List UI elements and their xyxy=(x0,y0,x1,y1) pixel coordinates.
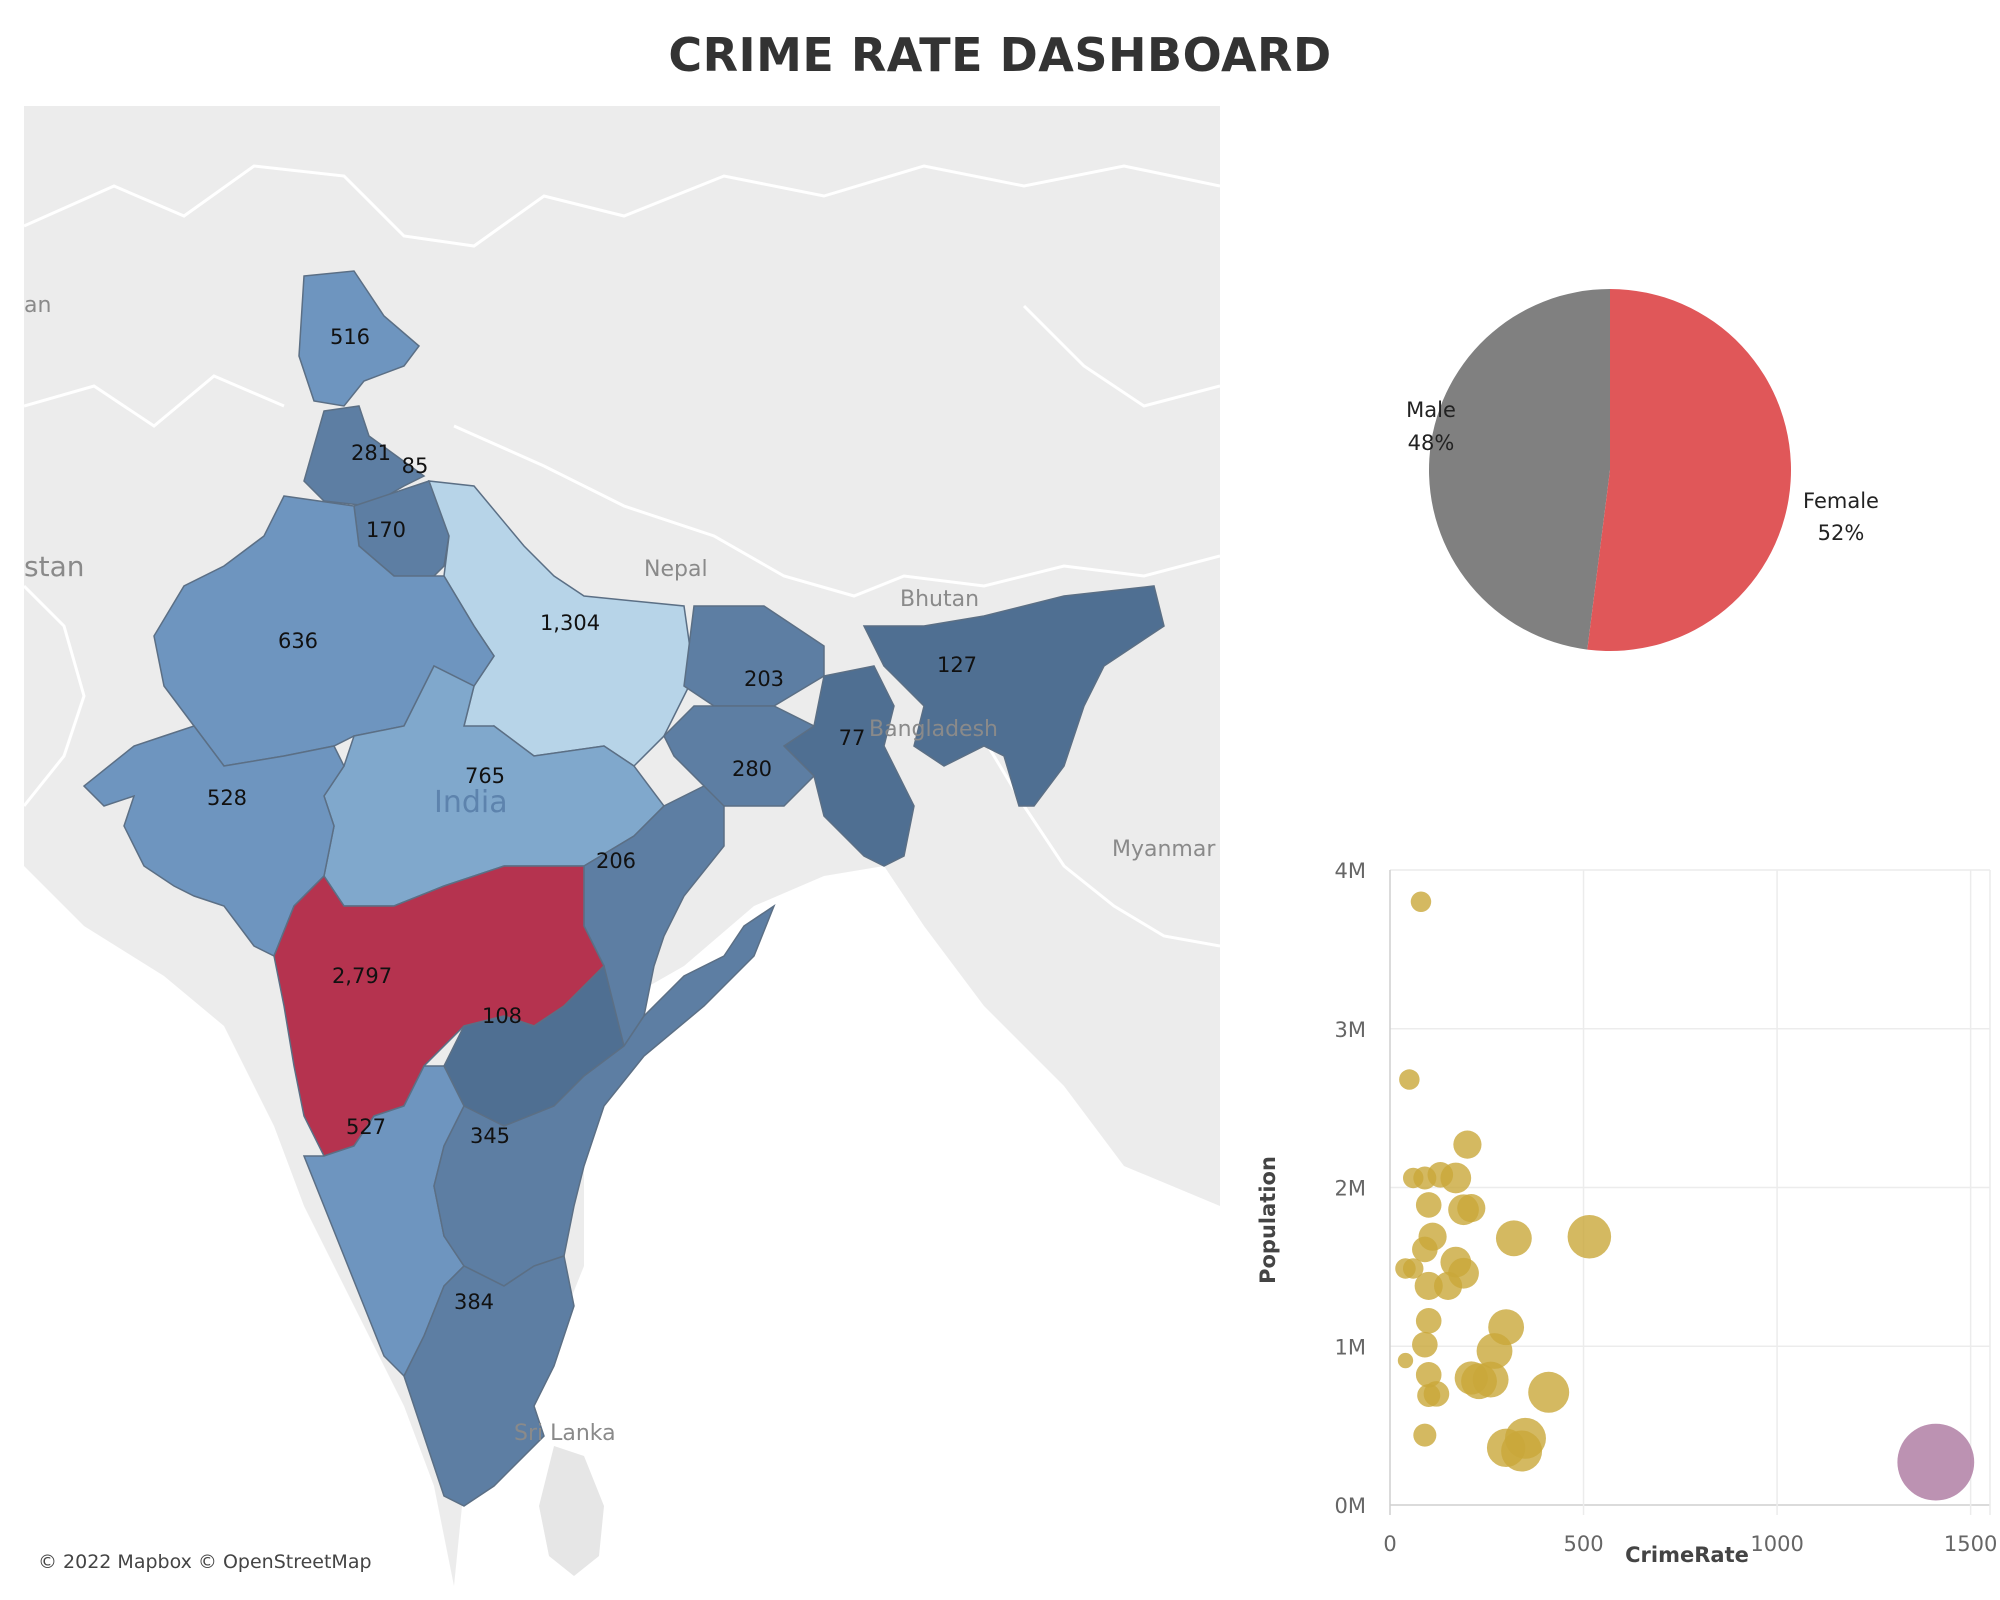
scatter-point[interactable] xyxy=(1397,1352,1414,1369)
border-line xyxy=(1022,304,1220,408)
scatter-point[interactable] xyxy=(1433,1271,1463,1301)
x-tick-label: 1500 xyxy=(1944,1532,1997,1556)
pie-label-male-percent: 48% xyxy=(1408,431,1455,455)
border-line xyxy=(24,374,285,428)
crime-population-scatter[interactable]: 0M 1M 2M 3M 4M 0 500 1000 1500 CrimeRate… xyxy=(1230,840,2000,1580)
scatter-point[interactable] xyxy=(1413,1423,1437,1447)
scatter-point[interactable] xyxy=(1528,1371,1570,1413)
value-label-gujarat: 528 xyxy=(207,786,247,810)
country-label-myanmar: Myanmar xyxy=(1112,837,1216,862)
pie-label-female-name: Female xyxy=(1803,489,1879,513)
state-northeast[interactable] xyxy=(862,585,1165,807)
border-line xyxy=(24,164,1220,248)
scatter-point[interactable] xyxy=(1567,1214,1612,1259)
x-axis-title: CrimeRate xyxy=(1625,1543,1749,1567)
value-label-madhya-pradesh: 765 xyxy=(465,764,505,788)
pie-slices[interactable] xyxy=(1429,289,1791,651)
pie-label-female-percent: 52% xyxy=(1818,521,1865,545)
scatter-point[interactable] xyxy=(1412,1331,1438,1358)
value-label-maharashtra: 2,797 xyxy=(332,964,392,988)
value-label-northeast: 127 xyxy=(937,653,977,677)
scatter-point[interactable] xyxy=(1399,1069,1420,1090)
value-label-telangana: 108 xyxy=(482,1004,522,1028)
country-label-india: India xyxy=(434,785,508,820)
pie-slice-female[interactable] xyxy=(1587,289,1791,651)
y-tick-label: 2M xyxy=(1335,1177,1366,1201)
scatter-point[interactable] xyxy=(1415,1308,1442,1334)
scatter-point[interactable] xyxy=(1495,1220,1532,1257)
state-jammu-kashmir[interactable] xyxy=(298,270,421,407)
scatter-point[interactable] xyxy=(1415,1192,1442,1218)
arabian-sea xyxy=(24,866,454,1586)
state-gujarat[interactable] xyxy=(82,725,345,958)
scatter-point[interactable] xyxy=(1440,1162,1472,1194)
y-tick-label: 3M xyxy=(1335,1018,1366,1042)
scatter-grid xyxy=(1389,869,1991,1515)
scatter-point[interactable] xyxy=(1414,1271,1443,1301)
pie-label-male-name: Male xyxy=(1406,398,1456,422)
y-axis-title: Population xyxy=(1256,1156,1280,1284)
value-label-uttar-pradesh: 1,304 xyxy=(540,611,600,635)
scatter-points[interactable] xyxy=(1395,891,1975,1501)
border-line xyxy=(24,584,86,807)
value-label-jammu-kashmir: 516 xyxy=(330,325,370,349)
country-label-fragment-left: an xyxy=(24,293,51,318)
gender-pie-chart[interactable]: Male 48% Female 52% xyxy=(1330,260,1890,700)
scatter-point[interactable] xyxy=(1501,1430,1543,1472)
state-andhra-pradesh[interactable] xyxy=(433,904,776,1287)
scatter-point[interactable] xyxy=(1476,1333,1513,1369)
country-label-bhutan: Bhutan xyxy=(900,587,979,612)
x-tick-label: 0 xyxy=(1383,1532,1396,1556)
pie-slice-male[interactable] xyxy=(1429,289,1610,650)
value-label-jharkhand: 280 xyxy=(732,757,772,781)
scatter-point[interactable] xyxy=(1453,1130,1482,1159)
state-tamil-nadu[interactable] xyxy=(403,1255,575,1507)
x-tick-label: 500 xyxy=(1564,1532,1604,1556)
x-tick-label: 1000 xyxy=(1750,1532,1803,1556)
india-choropleth-map[interactable]: an stan Nepal Bhutan Bangladesh India My… xyxy=(24,106,1220,1586)
y-tick-label: 1M xyxy=(1335,1335,1366,1359)
map-panel[interactable]: an stan Nepal Bhutan Bangladesh India My… xyxy=(24,106,1220,1586)
scatter-point[interactable] xyxy=(1402,1258,1424,1279)
scatter-point[interactable] xyxy=(1410,891,1432,912)
y-tick-label: 4M xyxy=(1335,859,1366,883)
country-label-nepal: Nepal xyxy=(644,557,708,582)
scatter-ticks: 0M 1M 2M 3M 4M 0 500 1000 1500 xyxy=(1335,859,1998,1556)
value-label-bihar: 203 xyxy=(744,667,784,691)
value-label-west-bengal: 77 xyxy=(839,726,866,750)
value-label-himachal: 85 xyxy=(402,454,429,478)
value-label-rajasthan: 636 xyxy=(278,629,318,653)
value-label-andhra-pradesh: 345 xyxy=(470,1124,510,1148)
dashboard-title: CRIME RATE DASHBOARD xyxy=(668,28,1332,82)
value-label-karnataka: 527 xyxy=(346,1115,386,1139)
value-label-punjab: 281 xyxy=(351,441,391,465)
sri-lanka-landmass xyxy=(539,1446,604,1576)
scatter-point[interactable] xyxy=(1457,1194,1486,1223)
scatter-point[interactable] xyxy=(1412,1236,1438,1263)
state-punjab[interactable] xyxy=(303,405,426,507)
country-label-pakistan: stan xyxy=(24,550,84,583)
map-attribution: © 2022 Mapbox © OpenStreetMap xyxy=(38,1551,372,1573)
value-label-tamil-nadu: 384 xyxy=(454,1290,494,1314)
value-label-haryana: 170 xyxy=(366,518,406,542)
y-tick-label: 0M xyxy=(1335,1494,1366,1518)
country-label-sri-lanka: Sri Lanka xyxy=(514,1421,616,1446)
country-label-bangladesh: Bangladesh xyxy=(869,717,998,742)
value-label-chhattisgarh: 206 xyxy=(596,849,636,873)
border-line xyxy=(453,424,1220,598)
scatter-point[interactable] xyxy=(1417,1383,1441,1407)
scatter-point[interactable] xyxy=(1472,1361,1509,1398)
state-bihar[interactable] xyxy=(683,605,825,707)
scatter-point[interactable] xyxy=(1897,1423,1975,1501)
